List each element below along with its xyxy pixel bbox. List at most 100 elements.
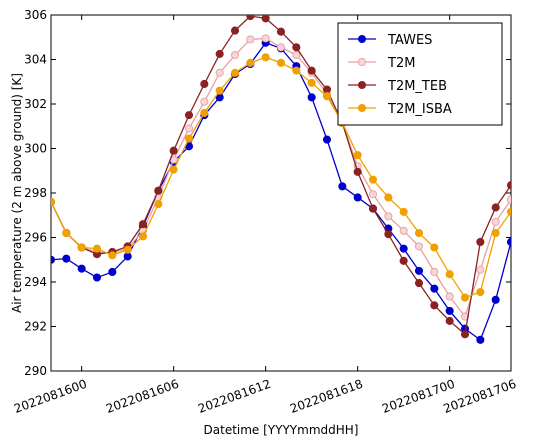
series-point — [430, 284, 439, 293]
series-point — [215, 86, 224, 95]
series-point — [445, 316, 454, 325]
series-point — [414, 242, 424, 251]
series-point — [506, 195, 511, 204]
series-point — [292, 66, 301, 75]
series-point — [169, 165, 178, 174]
series-point — [200, 108, 209, 117]
series-point — [322, 92, 332, 101]
series-point — [292, 51, 301, 60]
series-point — [169, 146, 178, 155]
series-point — [184, 124, 194, 133]
series-point — [322, 135, 332, 144]
series-point — [430, 267, 439, 277]
y-tick-label: 302 — [24, 97, 47, 111]
series-point — [215, 68, 224, 77]
legend-label: TAWES — [387, 33, 432, 48]
series-point — [368, 190, 378, 199]
legend: TAWES T2M T2M_TEB T2M_ISBA — [337, 22, 503, 126]
series-point — [108, 267, 117, 277]
series-point — [62, 228, 71, 238]
series-point — [476, 265, 485, 274]
series-point — [384, 212, 393, 221]
series-point — [77, 264, 86, 273]
series-point — [491, 228, 500, 238]
series-point — [123, 245, 132, 254]
legend-marker — [357, 57, 367, 67]
series-point — [430, 301, 439, 310]
series-point — [51, 197, 56, 206]
series-point — [230, 68, 240, 77]
series-point — [476, 237, 485, 246]
y-tick-label: 294 — [24, 275, 47, 289]
series-point — [384, 193, 393, 202]
series-point — [184, 134, 194, 143]
legend-label: T2M_ISBA — [387, 102, 452, 117]
series-point — [276, 27, 286, 36]
series-point — [292, 43, 301, 52]
x-tick-label: 2022081612 — [196, 377, 273, 416]
series-point — [414, 228, 424, 238]
series-point — [445, 306, 454, 315]
series-point — [399, 256, 408, 265]
legend-label: T2M_TEB — [387, 79, 447, 94]
series-point — [399, 226, 408, 235]
series-point — [384, 230, 393, 239]
series-point — [368, 204, 378, 213]
series-point — [445, 292, 454, 301]
x-tick-label: 2022081618 — [288, 377, 365, 416]
series-point — [246, 15, 255, 21]
y-tick-label: 306 — [24, 8, 47, 22]
series-point — [307, 66, 316, 75]
series-point — [353, 151, 362, 160]
y-tick-label: 298 — [24, 186, 47, 200]
y-tick-label: 290 — [24, 364, 47, 378]
series-point — [476, 287, 485, 297]
series-point — [430, 243, 439, 252]
series-point — [399, 244, 408, 253]
series-point — [246, 58, 255, 67]
series-point — [123, 252, 132, 261]
series-point — [62, 254, 71, 263]
legend-marker — [357, 34, 367, 44]
series-point — [307, 78, 316, 87]
y-tick-label: 296 — [24, 231, 47, 245]
legend-marker — [357, 103, 367, 113]
series-point — [460, 330, 470, 339]
y-tick-label: 304 — [24, 53, 47, 67]
series-point — [276, 58, 286, 67]
series-point — [491, 203, 500, 212]
y-axis-ticks: 290 292 294 296 298 300 302 304 306 — [24, 8, 511, 378]
series-point — [476, 335, 485, 344]
legend-label: T2M — [387, 56, 415, 71]
series-point — [154, 200, 163, 209]
x-tick-label: 2022081606 — [104, 377, 181, 416]
series-point — [307, 93, 316, 102]
series-point — [506, 207, 511, 216]
series-point — [445, 270, 454, 279]
series-point — [414, 266, 424, 275]
series-point — [491, 217, 500, 226]
series-point — [460, 293, 470, 302]
series-point — [108, 251, 117, 260]
series-point — [322, 85, 332, 94]
series-point — [138, 220, 148, 229]
y-tick-label: 300 — [24, 142, 47, 156]
series-point — [399, 207, 408, 216]
series-point — [276, 43, 286, 52]
series-point — [261, 34, 270, 43]
series-point — [506, 237, 511, 246]
y-axis-title: Air temperature (2 m above ground) [K] — [10, 73, 24, 313]
series-point — [200, 97, 209, 106]
series-point — [230, 26, 240, 35]
series-point — [230, 51, 240, 60]
series-point — [261, 15, 270, 23]
series-point — [414, 279, 424, 288]
legend-marker — [357, 80, 367, 90]
series-point — [491, 295, 500, 304]
x-axis-title: Datetime [YYYYmmddHH] — [204, 423, 359, 437]
series-point — [246, 35, 255, 44]
series-point — [353, 193, 362, 202]
y-tick-label: 292 — [24, 320, 47, 334]
series-point — [138, 232, 148, 241]
